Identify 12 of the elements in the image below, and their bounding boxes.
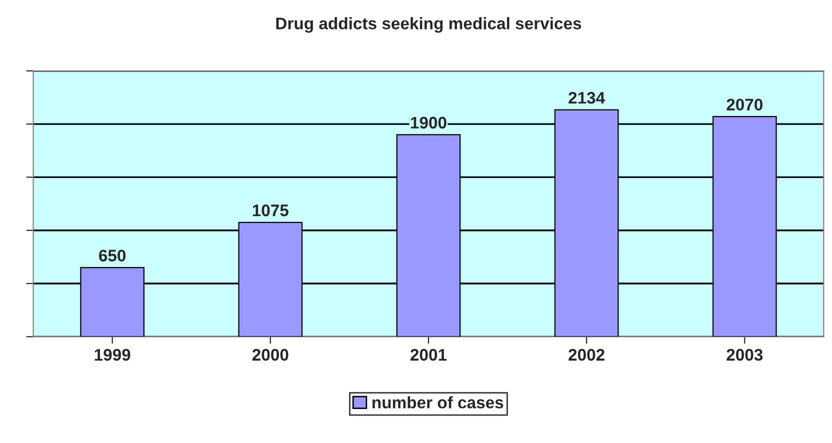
- data-label: 2134: [568, 92, 606, 104]
- x-tick-label: 1999: [94, 348, 130, 361]
- x-tick-label: 2001: [410, 348, 447, 361]
- chart-title: Drug addicts seeking medical services: [276, 17, 582, 33]
- data-label: 2070: [726, 98, 762, 111]
- x-tick-label: 2003: [726, 348, 763, 361]
- data-label: 650: [99, 250, 126, 262]
- legend-label: number of cases: [372, 396, 504, 408]
- x-tick-label: 2000: [252, 348, 288, 361]
- data-label: 1900: [410, 116, 446, 129]
- x-tick-label: 2002: [568, 348, 604, 361]
- data-label: 1075: [252, 204, 288, 216]
